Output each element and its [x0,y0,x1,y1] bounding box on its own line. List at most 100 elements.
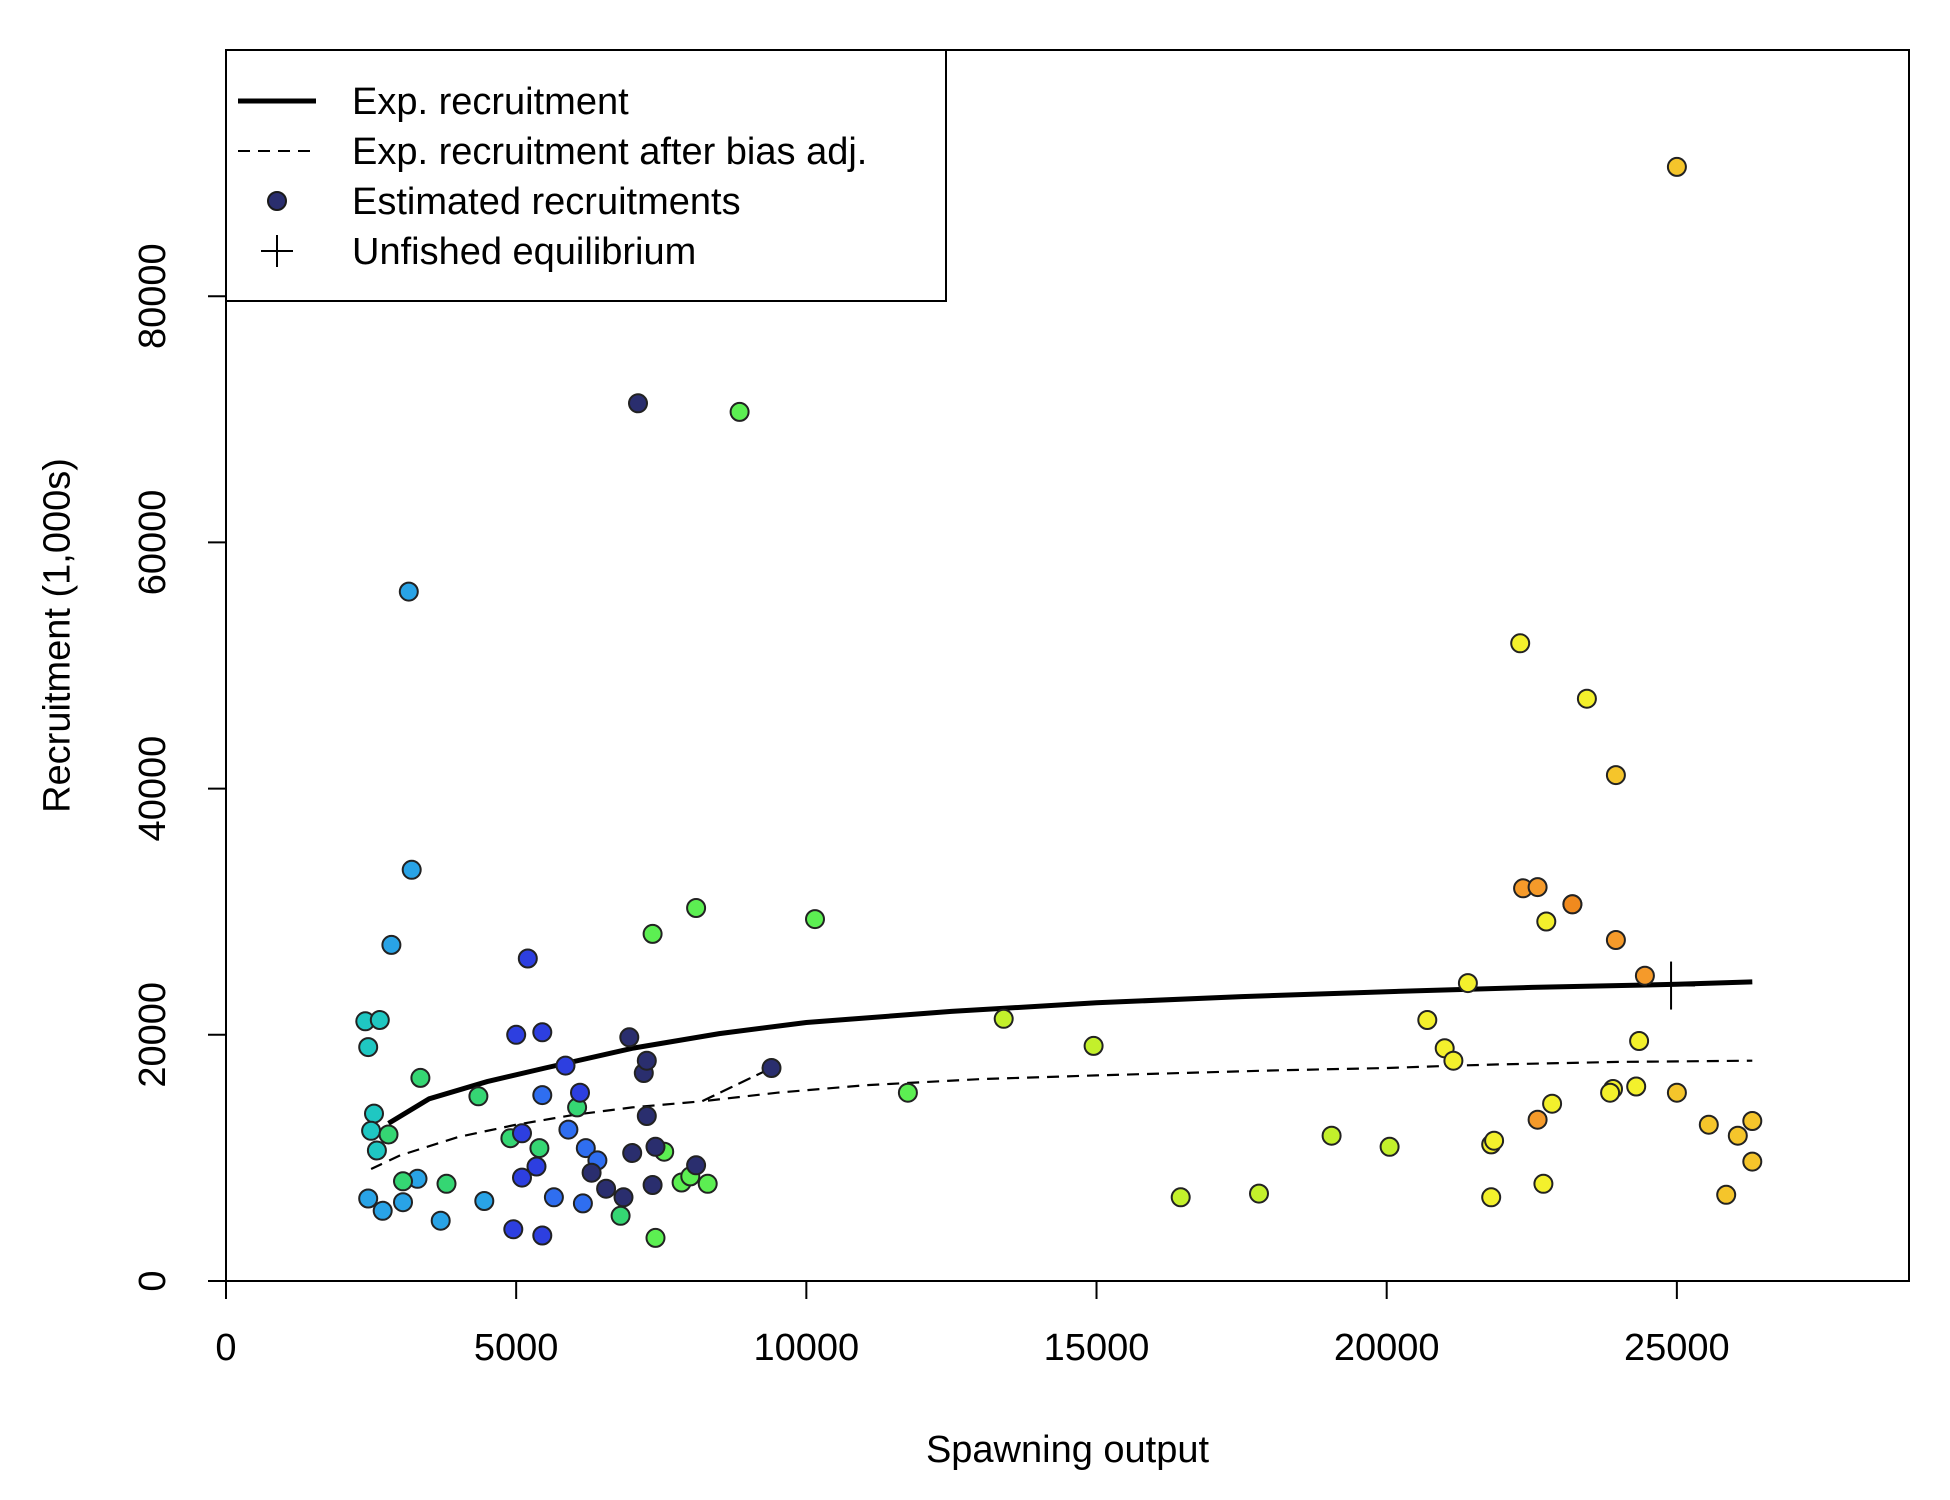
recruitment-point [558,1119,579,1140]
recruitment-point [1698,1114,1719,1135]
recruitment-point [364,1103,384,1124]
y-tick-label: 20000 [132,982,174,1088]
recruitment-point [468,1086,489,1107]
recruitment-point [636,1106,657,1126]
recruitment-point [619,1027,640,1048]
recruitment-point [366,1140,387,1161]
y-axis: 0 20000 40000 60000 80000 [132,243,227,1292]
recruitment-point [1457,973,1478,994]
recruitment-point [897,1082,918,1103]
recruitment-point [642,923,663,944]
recruitment-point [1600,1082,1621,1103]
recruitment-point [1716,1184,1737,1205]
recruitment-point [1562,894,1583,915]
estimated-recruitment-points [355,156,1763,1248]
recruitment-point [1527,877,1548,898]
recruitment-point [642,1175,663,1195]
legend-label-unfished: Unfished equilibrium [352,231,696,273]
recruitment-point [628,393,648,414]
recruitment-point [1605,765,1626,786]
recruitment-point [596,1178,617,1199]
recruitment-point [1727,1125,1748,1146]
recruitment-point [1379,1136,1400,1157]
recruitment-point [512,1167,532,1188]
recruitment-point [1629,1031,1650,1051]
x-tick-label: 15000 [1044,1327,1150,1369]
x-tick-label: 0 [215,1327,236,1369]
recruitment-point [517,948,538,969]
recruitment-point [436,1173,457,1194]
recruitment-point [572,1193,593,1214]
recruitment-point [1484,1130,1505,1151]
recruitment-point [1527,1109,1548,1130]
recruitment-point [1443,1050,1464,1071]
legend: Exp. recruitment Exp. recruitment after … [225,49,947,302]
legend-box [225,49,947,302]
recruitment-point [532,1085,553,1106]
recruitment-point [506,1024,527,1045]
recruitment-point [358,1188,379,1209]
legend-unfished-key [261,235,293,267]
recruitment-point [543,1187,564,1208]
recruitment-point [1510,633,1531,654]
recruitment-point [622,1143,643,1163]
recruitment-point [581,1162,602,1183]
legend-label-bias: Exp. recruitment after bias adj. [352,131,867,173]
unfished-equilibrium-marker [1647,961,1696,1010]
recruitment-point [610,1205,631,1226]
recruitment-point [1742,1111,1763,1131]
recruitment-point [401,859,422,880]
recruitment-point [1417,1010,1438,1030]
recruitment-point [372,1200,393,1221]
recruitment-point [993,1008,1014,1029]
recruitment-point [398,581,419,602]
recruitment-point [575,1138,596,1159]
recruitment-point [1634,965,1655,986]
legend-est-key [267,191,287,211]
recruitment-point [686,898,707,918]
y-axis-title: Recruitment (1,000s) [36,458,78,813]
y-tick-label: 0 [132,1270,174,1291]
recruitment-point [430,1210,451,1231]
y-tick-label: 40000 [132,736,174,842]
recruitment-point [686,1155,707,1176]
recruitment-point [729,401,750,422]
recruitment-point [1742,1151,1763,1172]
recruitment-point [1605,930,1626,950]
recruitment-point [1083,1035,1104,1056]
recruitment-point [1542,1093,1563,1114]
recruitment-point [503,1219,524,1240]
recruitment-point [805,909,825,930]
recruitment-point [1321,1125,1342,1146]
recruitment-point [1536,911,1557,932]
recruitment-point [1533,1173,1554,1194]
recruitment-point [532,1022,553,1043]
legend-label-exp: Exp. recruitment [352,81,629,123]
recruitment-point [361,1120,382,1141]
recruitment-point [570,1082,590,1103]
recruitment-point [761,1058,782,1078]
exp-recruitment-line [387,979,1753,1126]
x-tick-label: 10000 [754,1327,860,1369]
recruitment-point [697,1173,718,1194]
x-axis-title: Spawning output [926,1429,1210,1471]
x-tick-label: 5000 [474,1327,559,1369]
recruitment-point [474,1191,495,1211]
recruitment-point [1626,1076,1647,1097]
x-axis: 0 5000 10000 15000 20000 25000 [215,1280,1730,1369]
recruitment-point [381,934,402,955]
x-tick-label: 20000 [1334,1327,1440,1369]
recruitment-point [645,1227,666,1248]
recruitment-point [613,1187,634,1208]
recruitment-point [1666,156,1687,177]
recruitment-point [410,1067,431,1088]
recruitment-point [1249,1183,1269,1204]
recruitment-point [393,1192,413,1213]
recruitment-point [532,1225,553,1246]
recruitment-point [636,1050,657,1071]
recruitment-point [393,1171,413,1192]
legend-label-est: Estimated recruitments [352,181,741,223]
recruitment-point [526,1156,547,1177]
recruitment-point [378,1124,399,1145]
